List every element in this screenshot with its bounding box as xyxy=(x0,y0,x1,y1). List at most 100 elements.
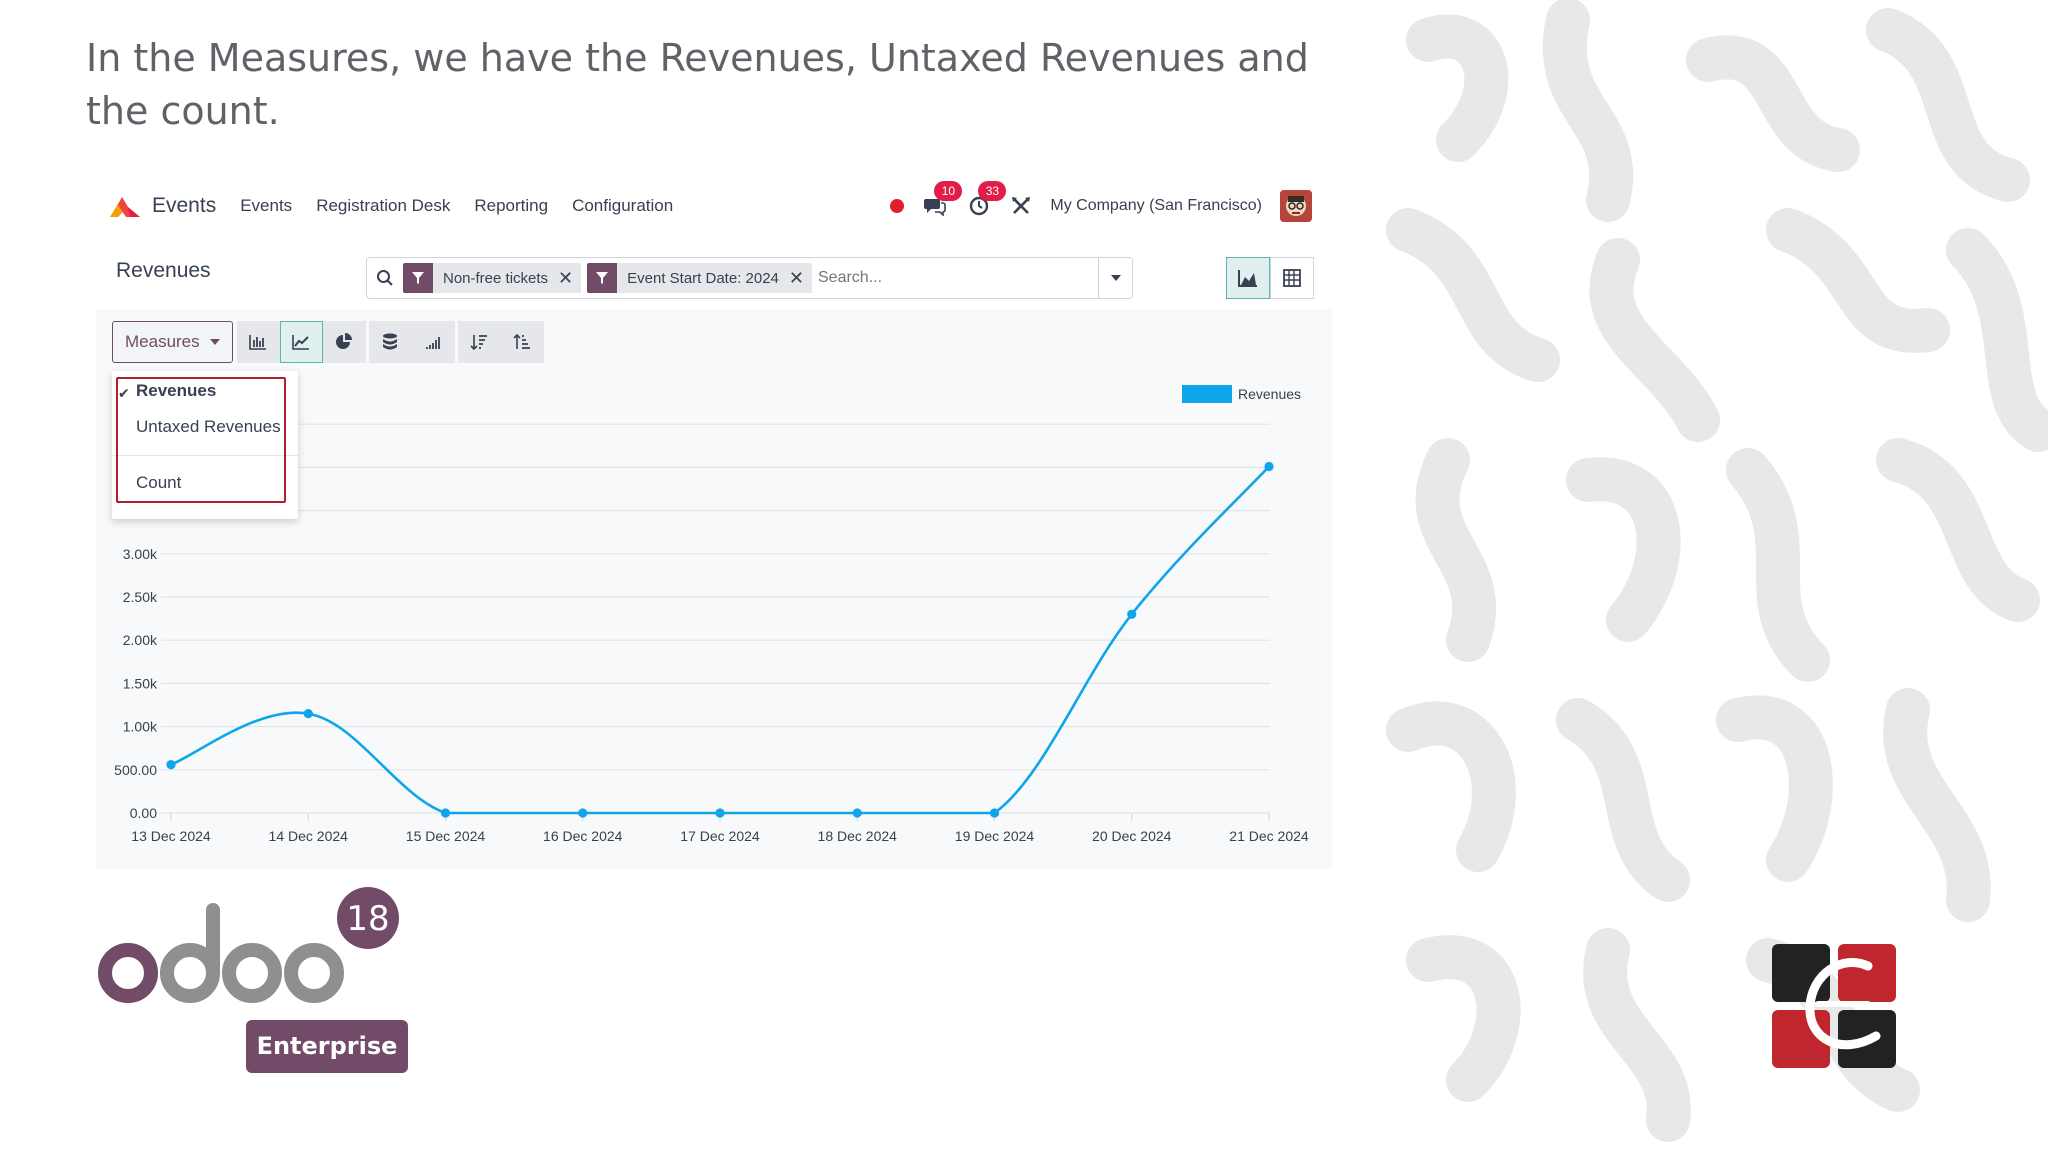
version-number: 18 xyxy=(346,899,389,939)
caret-down-icon xyxy=(1110,275,1121,281)
decorative-pattern xyxy=(1386,0,2048,1142)
x-tick-label: 17 Dec 2024 xyxy=(680,828,760,844)
slide-heading: In the Measures, we have the Revenues, U… xyxy=(86,36,1309,133)
revenue-line-chart: 0.00 500.00 1.00k 1.50k 2.00k 2.50k 3.00k 13 De… xyxy=(114,423,1309,844)
messages-badge: 10 xyxy=(934,181,963,201)
odoo-logo: 18 xyxy=(98,887,399,1003)
y-tick-label: 1.50k xyxy=(123,675,158,691)
data-point xyxy=(1127,609,1137,619)
app-brand[interactable]: Events xyxy=(108,193,216,219)
database-stack-icon xyxy=(383,333,398,350)
filter-icon xyxy=(587,263,618,293)
pie-chart-icon xyxy=(336,333,353,349)
area-chart-icon xyxy=(1238,270,1257,287)
y-tick-label: 3.00k xyxy=(123,546,158,562)
y-tick-label: 2.50k xyxy=(123,589,158,605)
x-tick-label: 21 Dec 2024 xyxy=(1229,828,1309,844)
x-tick-label: 16 Dec 2024 xyxy=(543,828,623,844)
menu-reporting[interactable]: Reporting xyxy=(474,196,549,215)
activities-button[interactable]: 33 xyxy=(966,181,1007,219)
facet-label: Event Start Date: 2024 xyxy=(627,269,779,287)
x-tick-label: 19 Dec 2024 xyxy=(955,828,1035,844)
filter-icon xyxy=(403,263,433,293)
facet-label: Non-free tickets xyxy=(443,269,549,287)
x-tick-label: 13 Dec 2024 xyxy=(131,828,211,844)
filter-facet-non-free: Non-free tickets ✕ xyxy=(403,263,582,293)
x-tick-label: 20 Dec 2024 xyxy=(1092,828,1172,844)
sort-ascending-button[interactable] xyxy=(500,321,544,363)
measures-button[interactable]: Measures xyxy=(112,321,233,363)
chart-legend[interactable]: Revenues xyxy=(1182,385,1301,403)
data-point xyxy=(715,808,725,818)
highlight-annotation-box xyxy=(116,377,286,503)
messages-button[interactable]: 10 xyxy=(922,181,963,219)
y-tick-label: 1.00k xyxy=(123,719,158,735)
filter-facet-start-date: Event Start Date: 2024 ✕ xyxy=(587,263,812,293)
clock-icon xyxy=(970,196,989,216)
measure-count[interactable]: Count xyxy=(136,473,182,492)
top-navbar: Events Events Registration Desk Reportin… xyxy=(96,175,1332,237)
company-switcher[interactable]: My Company (San Francisco) xyxy=(1050,197,1262,214)
graph-view: 0.00 500.00 1.00k 1.50k 2.00k 2.50k 3.00k 13 De… xyxy=(96,309,1332,869)
menu-registration-desk[interactable]: Registration Desk xyxy=(316,196,451,215)
pie-chart-button[interactable] xyxy=(322,321,366,363)
line-chart-button[interactable] xyxy=(279,321,323,363)
table-grid-icon xyxy=(1283,269,1301,287)
sort-descending-button[interactable] xyxy=(457,321,501,363)
search-bar[interactable]: Non-free tickets ✕ Event Start Date: 202… xyxy=(366,257,1133,299)
caret-down-icon xyxy=(209,339,220,345)
enterprise-badge: Enterprise xyxy=(246,1020,408,1073)
chat-icon xyxy=(924,199,947,216)
odoo-screenshot: Events Events Registration Desk Reportin… xyxy=(96,175,1332,875)
bar-chart-button[interactable] xyxy=(236,321,280,363)
graph-toolbar: Measures xyxy=(112,321,544,363)
app-name: Events xyxy=(152,194,217,217)
partner-logo xyxy=(1772,944,1896,1068)
sort-descending-icon xyxy=(470,335,488,351)
measure-untaxed-revenues[interactable]: Untaxed Revenues xyxy=(136,417,281,436)
graph-view-button[interactable] xyxy=(1226,257,1270,299)
check-icon: ✔ xyxy=(118,386,130,402)
x-tick-label: 15 Dec 2024 xyxy=(406,828,486,844)
cumulative-bars-icon xyxy=(426,337,441,349)
data-point xyxy=(440,808,451,818)
user-avatar[interactable] xyxy=(1280,190,1312,222)
remove-facet-icon[interactable]: ✕ xyxy=(788,267,804,289)
recording-dot-icon[interactable] xyxy=(890,199,905,213)
dropdown-divider xyxy=(112,455,298,456)
measures-label: Measures xyxy=(125,332,200,351)
line-chart-icon xyxy=(292,335,310,350)
legend-label: Revenues xyxy=(1238,386,1302,402)
cumulative-button[interactable] xyxy=(411,321,455,363)
data-point xyxy=(989,808,1000,818)
navbar-systray: 10 33 My Company (San Francisco) xyxy=(890,175,1312,237)
view-switcher xyxy=(1226,257,1314,299)
pivot-view-button[interactable] xyxy=(1270,257,1314,299)
measures-dropdown: ✔ Revenues Untaxed Revenues Count xyxy=(112,371,298,519)
data-point xyxy=(166,760,176,770)
data-point xyxy=(852,808,862,818)
stacked-button[interactable] xyxy=(368,321,412,363)
menu-configuration[interactable]: Configuration xyxy=(572,196,674,215)
search-icon[interactable] xyxy=(367,269,403,287)
menu-events[interactable]: Events xyxy=(240,196,293,215)
y-tick-label: 2.00k xyxy=(123,632,158,648)
data-point xyxy=(1264,461,1274,472)
data-point xyxy=(303,709,313,719)
legend-swatch xyxy=(1182,385,1232,403)
series-line-revenues xyxy=(170,465,1270,815)
tools-icon[interactable] xyxy=(1010,195,1032,217)
search-options-toggle[interactable] xyxy=(1098,258,1132,298)
sort-ascending-icon xyxy=(513,333,531,349)
y-tick-label: 0.00 xyxy=(130,805,157,821)
search-input[interactable] xyxy=(818,263,1078,293)
x-tick-label: 18 Dec 2024 xyxy=(818,828,898,844)
x-tick-label: 14 Dec 2024 xyxy=(269,828,349,844)
y-tick-label: 500.00 xyxy=(114,762,157,778)
control-panel: Revenues Non-free tickets ✕ Event Start … xyxy=(96,243,1332,305)
measure-revenues[interactable]: Revenues xyxy=(136,381,217,400)
page-title: Revenues xyxy=(116,259,211,282)
remove-facet-icon[interactable]: ✕ xyxy=(558,267,574,289)
data-point xyxy=(578,808,588,818)
events-app-icon xyxy=(110,197,140,217)
